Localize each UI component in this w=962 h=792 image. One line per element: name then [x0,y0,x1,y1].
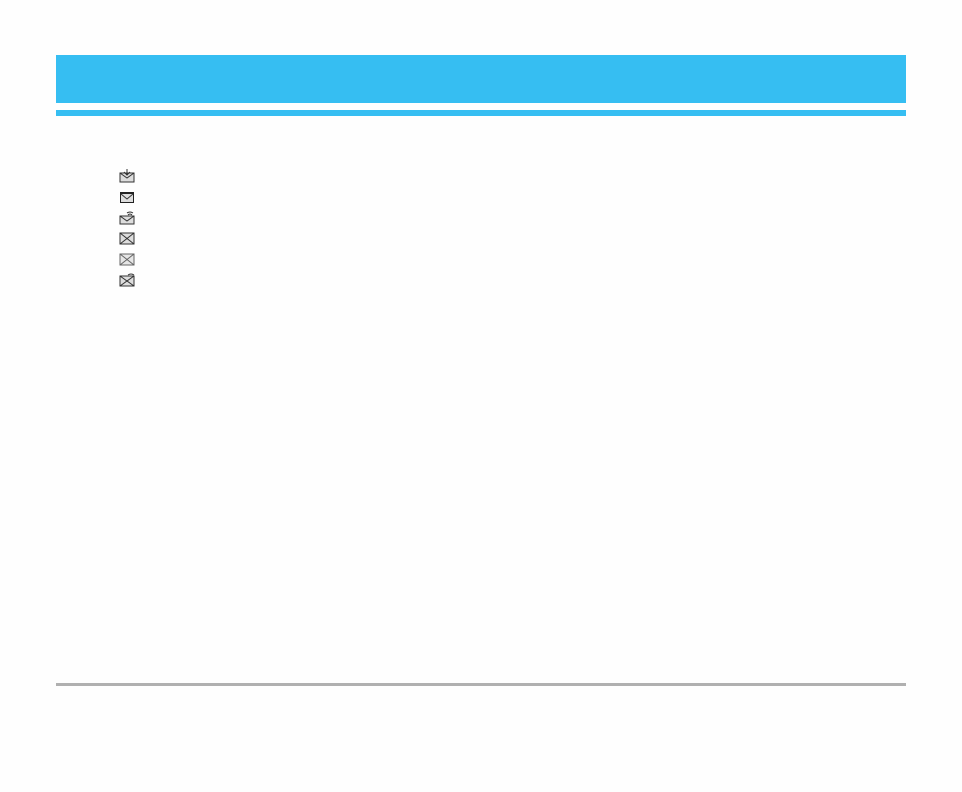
footer-rule [56,683,906,686]
message-envelope-icon [119,232,135,245]
envelope-alert-icon [119,273,135,287]
message-envelope-read-icon [119,253,135,266]
header-bar [56,55,906,103]
inbox-message-icon [119,169,135,183]
icon-list [119,169,135,294]
inbox-message-selected-icon [120,191,134,203]
message-with-alert-icon [119,211,135,225]
header-rule [56,110,906,116]
